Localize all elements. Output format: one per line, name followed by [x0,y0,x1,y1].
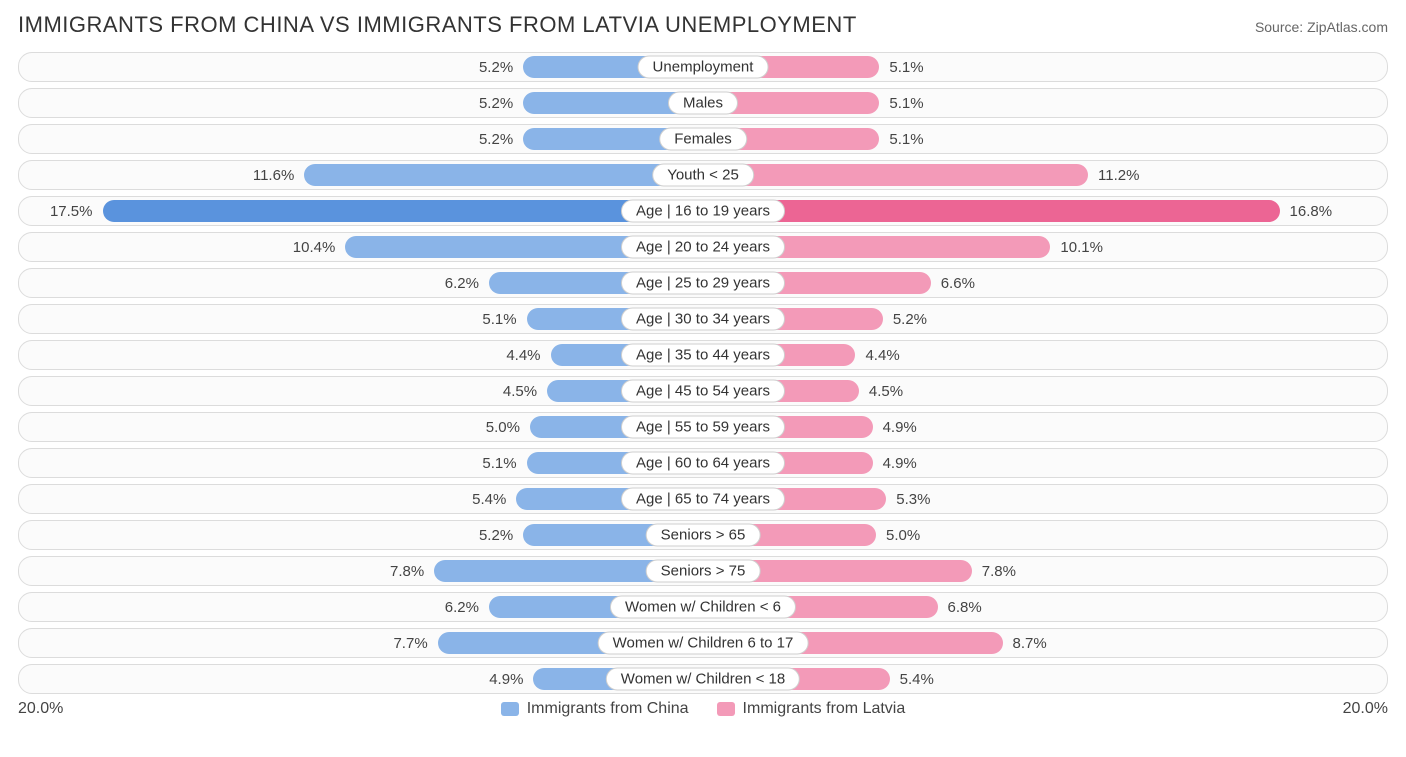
bar-value-left: 10.4% [285,239,344,256]
chart-row: 5.4% 5.3% Age | 65 to 74 years [18,484,1388,514]
chart-title: IMMIGRANTS FROM CHINA VS IMMIGRANTS FROM… [18,12,857,38]
legend-item-left: Immigrants from China [501,700,689,718]
bar-value-left: 5.1% [474,311,524,328]
legend-swatch-left [501,702,519,716]
row-category-label: Women w/ Children < 18 [606,668,800,691]
chart-row: 10.4% 10.1% Age | 20 to 24 years [18,232,1388,262]
bar-value-right: 6.8% [940,599,990,616]
axis-max-right: 20.0% [1343,700,1388,718]
legend-label-left: Immigrants from China [527,700,689,718]
bar-value-left: 5.2% [471,131,521,148]
bar-value-right: 11.2% [1090,167,1147,184]
bar-left [304,164,701,186]
legend-label-right: Immigrants from Latvia [743,700,906,718]
bar-value-right: 5.1% [881,131,931,148]
bar-value-left: 5.2% [471,59,521,76]
bar-value-left: 5.1% [474,455,524,472]
legend-swatch-right [717,702,735,716]
axis-max-left: 20.0% [18,700,63,718]
bar-value-right: 6.6% [933,275,983,292]
chart-row: 4.5% 4.5% Age | 45 to 54 years [18,376,1388,406]
bar-value-left: 7.8% [382,563,432,580]
bar-value-right: 4.9% [875,455,925,472]
chart-row: 6.2% 6.8% Women w/ Children < 6 [18,592,1388,622]
bar-value-left: 5.2% [471,527,521,544]
chart-row: 17.5% 16.8% Age | 16 to 19 years [18,196,1388,226]
bar-value-right: 5.4% [892,671,942,688]
row-category-label: Age | 45 to 54 years [621,380,785,403]
row-category-label: Males [668,92,738,115]
bar-value-right: 5.2% [885,311,935,328]
bar-value-left: 4.5% [495,383,545,400]
row-category-label: Women w/ Children < 6 [610,596,796,619]
chart-row: 5.2% 5.0% Seniors > 65 [18,520,1388,550]
chart-row: 7.8% 7.8% Seniors > 75 [18,556,1388,586]
chart-footer: 20.0% Immigrants from China Immigrants f… [18,700,1388,718]
diverging-bar-chart: 5.2%5.1%Unemployment5.2%5.1%Males5.2%5.1… [18,52,1388,694]
chart-source: Source: ZipAtlas.com [1255,19,1388,35]
row-category-label: Women w/ Children 6 to 17 [598,632,809,655]
row-category-label: Unemployment [638,56,769,79]
row-category-label: Age | 35 to 44 years [621,344,785,367]
bar-value-left: 7.7% [385,635,435,652]
bar-right [705,164,1088,186]
chart-row: 5.2% 5.1% Males [18,88,1388,118]
row-category-label: Age | 55 to 59 years [621,416,785,439]
row-category-label: Seniors > 75 [646,560,761,583]
legend-item-right: Immigrants from Latvia [717,700,906,718]
chart-row: 11.6% 11.2% Youth < 25 [18,160,1388,190]
bar-value-right: 5.1% [881,95,931,112]
bar-value-left: 5.4% [464,491,514,508]
row-category-label: Age | 60 to 64 years [621,452,785,475]
bar-value-left: 11.6% [245,167,302,184]
chart-legend: Immigrants from China Immigrants from La… [501,700,906,718]
chart-row: 5.2% 5.1% Females [18,124,1388,154]
bar-value-left: 17.5% [42,203,101,220]
chart-row: 4.4% 4.4% Age | 35 to 44 years [18,340,1388,370]
chart-row: 4.9% 5.4% Women w/ Children < 18 [18,664,1388,694]
bar-value-right: 16.8% [1282,203,1341,220]
bar-value-right: 5.1% [881,59,931,76]
bar-value-left: 4.4% [498,347,548,364]
bar-value-right: 4.9% [875,419,925,436]
chart-row: 7.7% 8.7% Women w/ Children 6 to 17 [18,628,1388,658]
bar-value-left: 5.2% [471,95,521,112]
bar-left [103,200,702,222]
row-category-label: Seniors > 65 [646,524,761,547]
bar-value-right: 4.4% [857,347,907,364]
chart-row: 5.1% 5.2% Age | 30 to 34 years [18,304,1388,334]
bar-value-left: 6.2% [437,275,487,292]
bar-value-right: 5.3% [888,491,938,508]
chart-row: 6.2% 6.6% Age | 25 to 29 years [18,268,1388,298]
bar-value-right: 10.1% [1052,239,1111,256]
row-category-label: Females [659,128,747,151]
bar-value-right: 7.8% [974,563,1024,580]
bar-value-left: 4.9% [481,671,531,688]
row-category-label: Age | 65 to 74 years [621,488,785,511]
row-category-label: Age | 16 to 19 years [621,200,785,223]
chart-row: 5.0% 4.9% Age | 55 to 59 years [18,412,1388,442]
chart-header: IMMIGRANTS FROM CHINA VS IMMIGRANTS FROM… [18,12,1388,38]
row-category-label: Age | 30 to 34 years [621,308,785,331]
chart-row: 5.2% 5.1% Unemployment [18,52,1388,82]
row-category-label: Age | 25 to 29 years [621,272,785,295]
chart-row: 5.1% 4.9% Age | 60 to 64 years [18,448,1388,478]
bar-value-left: 6.2% [437,599,487,616]
row-category-label: Youth < 25 [652,164,754,187]
bar-value-right: 4.5% [861,383,911,400]
row-category-label: Age | 20 to 24 years [621,236,785,259]
bar-right [705,200,1280,222]
bar-value-left: 5.0% [478,419,528,436]
bar-value-right: 8.7% [1005,635,1055,652]
bar-value-right: 5.0% [878,527,928,544]
